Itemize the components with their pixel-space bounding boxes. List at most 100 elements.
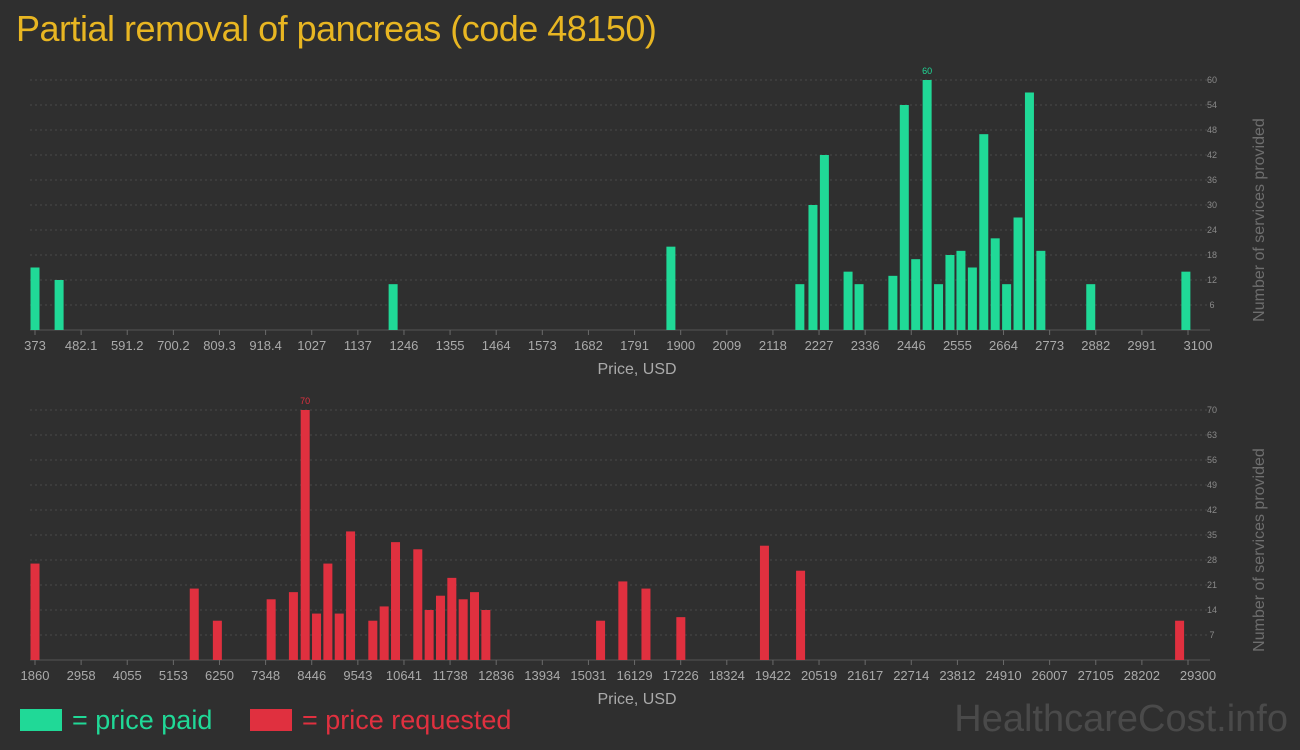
chart-2-y-tick-label: 35 bbox=[1207, 530, 1217, 540]
chart-1-bar bbox=[911, 259, 921, 330]
chart-1-bar bbox=[979, 134, 989, 330]
chart-2-x-tick-label: 26007 bbox=[1032, 668, 1068, 683]
chart-1-y-tick-label: 6 bbox=[1209, 300, 1214, 310]
chart-2-bar bbox=[413, 549, 423, 660]
chart-2-x-tick-label: 13934 bbox=[524, 668, 560, 683]
chart-2-y-tick-label: 28 bbox=[1207, 555, 1217, 565]
chart-1-x-tick-label: 1791 bbox=[620, 338, 649, 353]
chart-1-x-tick-label: 1355 bbox=[436, 338, 465, 353]
chart-1-bar bbox=[388, 284, 398, 330]
chart-1-x-tick-label: 1246 bbox=[389, 338, 418, 353]
chart-1-x-tick-label: 2336 bbox=[851, 338, 880, 353]
chart-1-x-tick-label: 809.3 bbox=[203, 338, 236, 353]
chart-2-bar bbox=[189, 588, 199, 660]
chart-1-y-tick-label: 54 bbox=[1207, 100, 1217, 110]
chart-1-x-tick-label: 1027 bbox=[297, 338, 326, 353]
chart-1-x-tick-label: 482.1 bbox=[65, 338, 98, 353]
chart-2-x-tick-label: 9543 bbox=[343, 668, 372, 683]
chart-2-x-tick-label: 28202 bbox=[1124, 668, 1160, 683]
chart-1-bar bbox=[990, 238, 1000, 330]
chart-1-bar bbox=[54, 280, 64, 330]
chart-2-y-tick-label: 14 bbox=[1207, 605, 1217, 615]
chart-1-bar bbox=[888, 275, 898, 330]
chart-1-x-tick-label: 591.2 bbox=[111, 338, 144, 353]
chart-2-bar bbox=[447, 577, 457, 660]
chart-1-bar bbox=[30, 267, 40, 330]
chart-1-x-tick-label: 1464 bbox=[482, 338, 511, 353]
chart-2-bar bbox=[796, 570, 806, 660]
chart-1-bar bbox=[934, 284, 944, 330]
chart-1-x-tick-label: 1137 bbox=[344, 338, 372, 353]
chart-2-bar bbox=[266, 599, 276, 660]
legend-price-paid: = price paid bbox=[20, 703, 212, 737]
chart-1-bar bbox=[899, 105, 909, 330]
chart-2-bar bbox=[470, 592, 480, 660]
chart-2-x-tick-label: 6250 bbox=[205, 668, 234, 683]
chart-1-x-tick-label: 2555 bbox=[943, 338, 972, 353]
chart-2-x-tick-label: 7348 bbox=[251, 668, 280, 683]
chart-1-x-tick-label: 1900 bbox=[666, 338, 695, 353]
chart-2-bar bbox=[435, 595, 445, 660]
chart-2-bar bbox=[596, 620, 606, 660]
chart-2-bar bbox=[481, 610, 491, 660]
chart-2-x-tick-label: 29300 bbox=[1180, 668, 1216, 683]
chart-2-y-tick-label: 70 bbox=[1207, 405, 1217, 415]
chart-2-peak-label: 70 bbox=[300, 396, 310, 406]
chart-1-x-tick-label: 373 bbox=[24, 338, 46, 353]
chart-2-bar bbox=[323, 563, 333, 660]
chart-1-y-tick-label: 24 bbox=[1207, 225, 1217, 235]
chart-1-y-tick-label: 12 bbox=[1207, 275, 1217, 285]
chart-1-x-tick-label: 1682 bbox=[574, 338, 603, 353]
chart-2-x-tick-label: 21617 bbox=[847, 668, 883, 683]
chart-2-y-tick-label: 7 bbox=[1209, 630, 1214, 640]
chart-1-x-tick-label: 2227 bbox=[805, 338, 834, 353]
chart-1-y-tick-label: 18 bbox=[1207, 250, 1217, 260]
chart-1-x-tick-label: 3100 bbox=[1184, 338, 1213, 353]
chart-1-bar bbox=[808, 205, 818, 330]
chart-2-x-tick-label: 4055 bbox=[113, 668, 142, 683]
chart-1-x-tick-label: 2773 bbox=[1035, 338, 1064, 353]
chart-2-x-tick-label: 27105 bbox=[1078, 668, 1114, 683]
chart-1-bar bbox=[666, 246, 676, 330]
chart-1-bar bbox=[843, 271, 853, 330]
chart-1-x-tick-label: 2118 bbox=[759, 338, 787, 353]
chart-1-y-tick-label: 42 bbox=[1207, 150, 1217, 160]
legend-price-requested: = price requested bbox=[250, 703, 511, 737]
chart-1-bar bbox=[819, 155, 829, 330]
chart-1-bar bbox=[795, 284, 805, 330]
watermark: HealthcareCost.info bbox=[954, 698, 1288, 740]
chart-2-bar bbox=[368, 620, 378, 660]
chart-2-x-tick-label: 10641 bbox=[386, 668, 422, 683]
chart-2-y-axis-label: Number of services provided bbox=[1251, 448, 1268, 652]
chart-1-x-tick-label: 2009 bbox=[712, 338, 741, 353]
chart-2-x-axis-label: Price, USD bbox=[597, 691, 676, 708]
chart-1-bar bbox=[922, 80, 932, 330]
chart-1-x-tick-label: 700.2 bbox=[157, 338, 190, 353]
legend-swatch-paid bbox=[20, 709, 62, 731]
chart-2-y-tick-label: 42 bbox=[1207, 505, 1217, 515]
chart-1-peak-label: 60 bbox=[922, 66, 932, 76]
chart-1-bar bbox=[1086, 284, 1096, 330]
chart-2-bar bbox=[30, 563, 40, 660]
chart-1-y-tick-label: 60 bbox=[1207, 75, 1217, 85]
chart-1-bar bbox=[945, 255, 955, 330]
chart-2-y-tick-label: 56 bbox=[1207, 455, 1217, 465]
chart-1-bar bbox=[854, 284, 864, 330]
chart-1-x-tick-label: 918.4 bbox=[249, 338, 282, 353]
chart-2-bar bbox=[759, 545, 769, 660]
chart-2-bar bbox=[676, 617, 686, 660]
chart-2-x-tick-label: 5153 bbox=[159, 668, 188, 683]
page-title: Partial removal of pancreas (code 48150) bbox=[16, 8, 657, 49]
chart-2-bar bbox=[1175, 620, 1185, 660]
chart-2-bar bbox=[334, 613, 344, 660]
chart-2-x-tick-label: 19422 bbox=[755, 668, 791, 683]
chart-2-x-tick-label: 15031 bbox=[570, 668, 606, 683]
chart-1-bar bbox=[1013, 217, 1023, 330]
chart-1-y-tick-label: 48 bbox=[1207, 125, 1217, 135]
chart-2-y-tick-label: 21 bbox=[1207, 580, 1217, 590]
chart-2-bar bbox=[346, 531, 356, 660]
chart-1-bar bbox=[1036, 250, 1046, 330]
chart-2-x-tick-label: 1860 bbox=[21, 668, 50, 683]
chart-2-bar bbox=[379, 606, 389, 660]
chart-1-x-tick-label: 2882 bbox=[1081, 338, 1110, 353]
